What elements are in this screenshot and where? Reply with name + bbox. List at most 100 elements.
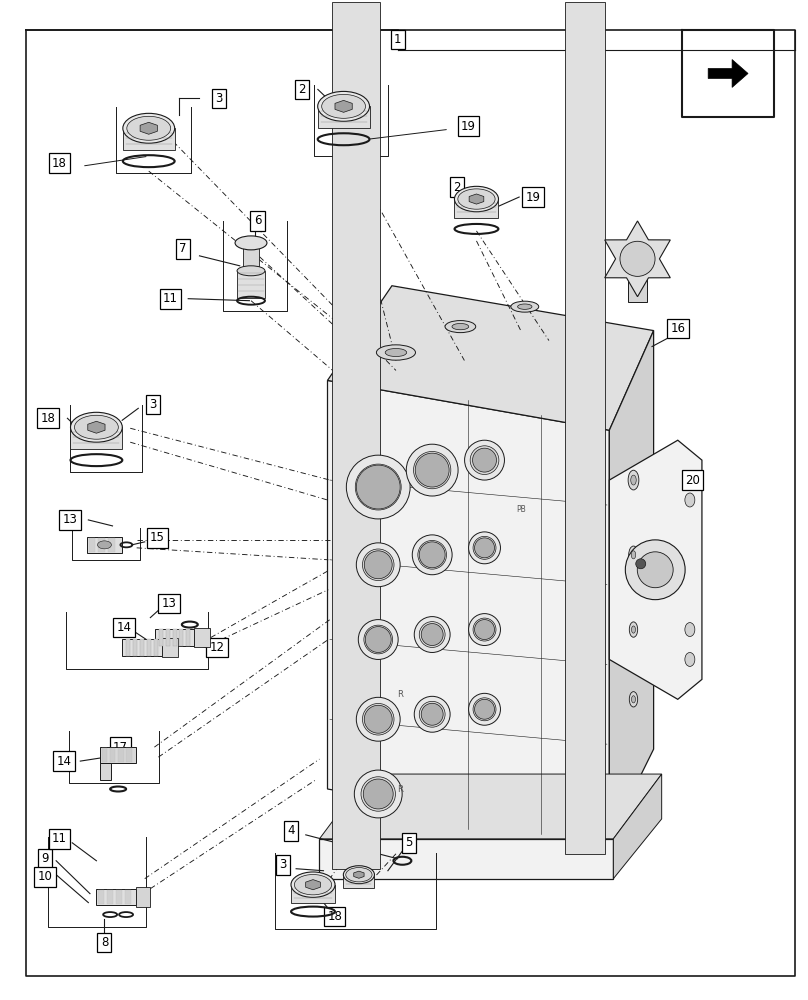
Polygon shape [243,243,259,271]
Circle shape [358,620,398,659]
Circle shape [415,453,449,487]
Ellipse shape [452,323,469,330]
Text: 21: 21 [654,549,669,562]
Polygon shape [96,889,136,905]
Ellipse shape [631,475,636,485]
Ellipse shape [628,470,639,490]
Text: 12: 12 [210,641,225,654]
Ellipse shape [629,546,638,564]
Polygon shape [116,890,122,904]
Ellipse shape [70,412,122,442]
Ellipse shape [74,415,118,439]
Ellipse shape [346,868,372,882]
Polygon shape [154,639,158,656]
Polygon shape [319,774,662,839]
Text: 6: 6 [254,214,261,227]
Circle shape [473,448,496,472]
Text: 20: 20 [685,474,700,487]
Polygon shape [70,427,122,449]
Ellipse shape [237,266,265,276]
Text: 13: 13 [62,513,78,526]
Polygon shape [318,106,369,128]
Ellipse shape [291,872,335,897]
Polygon shape [354,871,364,878]
Polygon shape [108,538,116,552]
Circle shape [356,697,400,741]
Ellipse shape [685,652,695,666]
Circle shape [419,701,445,727]
Circle shape [473,618,496,641]
Polygon shape [609,440,702,699]
Polygon shape [179,629,183,646]
Text: 18: 18 [52,157,67,170]
Polygon shape [100,763,111,780]
Text: PB: PB [516,505,526,514]
Circle shape [414,451,451,489]
Circle shape [364,779,393,809]
Circle shape [474,538,494,558]
Ellipse shape [685,493,695,507]
Ellipse shape [445,321,476,333]
Text: 4: 4 [288,824,295,837]
Circle shape [365,627,391,652]
Circle shape [356,464,402,510]
Circle shape [469,693,500,725]
Polygon shape [195,628,210,647]
Ellipse shape [685,623,695,637]
Polygon shape [708,60,748,87]
Polygon shape [173,629,176,646]
Ellipse shape [98,541,112,549]
Circle shape [419,622,445,647]
Text: 15: 15 [150,531,165,544]
Polygon shape [291,885,335,903]
Circle shape [347,455,410,519]
Ellipse shape [235,236,267,250]
Circle shape [418,540,447,569]
Bar [331,2,380,869]
Text: 3: 3 [215,92,222,105]
Circle shape [421,624,443,645]
Circle shape [364,625,393,654]
Text: 9: 9 [41,852,48,865]
Ellipse shape [631,551,636,559]
Text: 16: 16 [671,322,685,335]
Polygon shape [125,890,131,904]
Polygon shape [609,331,654,839]
Text: 2: 2 [453,181,461,194]
Polygon shape [126,748,132,762]
Circle shape [625,540,685,600]
Circle shape [364,551,392,579]
Polygon shape [99,890,104,904]
Text: 5: 5 [405,836,413,849]
Text: 11: 11 [163,292,178,305]
Ellipse shape [343,866,374,884]
Text: R: R [397,690,403,699]
Circle shape [406,444,458,496]
Circle shape [620,241,655,276]
Polygon shape [327,380,609,839]
Circle shape [412,535,452,575]
Polygon shape [162,638,179,657]
Polygon shape [136,887,150,907]
Ellipse shape [385,348,406,357]
Ellipse shape [377,345,415,360]
Polygon shape [343,875,374,888]
Circle shape [474,699,494,719]
Ellipse shape [318,91,369,121]
Circle shape [363,549,394,581]
Polygon shape [469,194,484,204]
Circle shape [473,536,496,559]
Circle shape [356,465,400,509]
Polygon shape [158,629,162,646]
Polygon shape [99,538,106,552]
Circle shape [465,440,504,480]
Polygon shape [86,537,122,553]
Ellipse shape [632,696,635,703]
Text: 19: 19 [461,120,476,133]
Polygon shape [118,748,124,762]
Polygon shape [628,272,647,302]
Polygon shape [89,538,95,552]
Circle shape [356,543,400,587]
Ellipse shape [294,875,331,895]
Polygon shape [140,122,158,134]
